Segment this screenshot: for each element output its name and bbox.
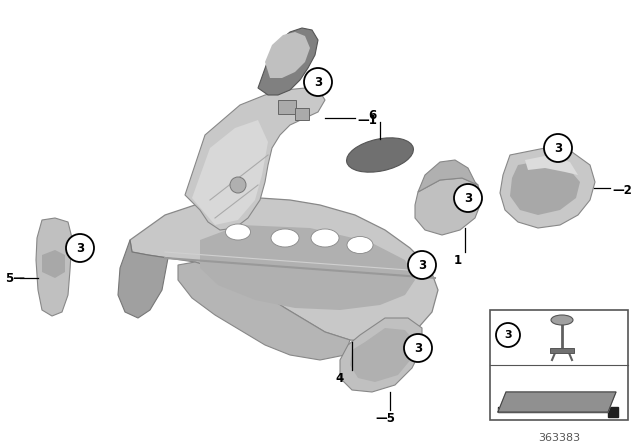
Bar: [295, 108, 309, 120]
Bar: [550, 348, 574, 353]
Text: 4: 4: [336, 371, 344, 384]
Polygon shape: [265, 32, 310, 78]
Ellipse shape: [225, 224, 250, 240]
Text: 363383: 363383: [538, 433, 580, 443]
Ellipse shape: [347, 237, 373, 254]
Circle shape: [404, 334, 432, 362]
Circle shape: [454, 184, 482, 212]
Bar: [278, 100, 296, 114]
Text: 6: 6: [368, 108, 376, 121]
Polygon shape: [525, 155, 578, 175]
Text: 5—: 5—: [5, 271, 25, 284]
Ellipse shape: [311, 229, 339, 247]
FancyBboxPatch shape: [490, 310, 628, 420]
Polygon shape: [498, 407, 618, 417]
Polygon shape: [185, 88, 325, 230]
Text: 3: 3: [414, 341, 422, 354]
Polygon shape: [118, 240, 168, 318]
Ellipse shape: [271, 229, 299, 247]
Ellipse shape: [551, 315, 573, 325]
Text: 1: 1: [454, 254, 462, 267]
Polygon shape: [500, 148, 595, 228]
Polygon shape: [350, 328, 415, 382]
Circle shape: [408, 251, 436, 279]
Polygon shape: [42, 250, 65, 278]
Text: —2: —2: [612, 184, 632, 197]
Polygon shape: [178, 262, 350, 360]
Text: 3: 3: [504, 330, 512, 340]
Text: 3: 3: [464, 191, 472, 204]
Polygon shape: [498, 392, 616, 412]
Polygon shape: [192, 120, 268, 225]
Circle shape: [496, 323, 520, 347]
Polygon shape: [340, 318, 422, 392]
Text: 3: 3: [554, 142, 562, 155]
Polygon shape: [415, 178, 482, 235]
Polygon shape: [510, 160, 580, 215]
Polygon shape: [130, 198, 438, 342]
Text: 3: 3: [314, 76, 322, 89]
Text: 3: 3: [76, 241, 84, 254]
Polygon shape: [36, 218, 72, 316]
Text: 3: 3: [418, 258, 426, 271]
Circle shape: [66, 234, 94, 262]
Polygon shape: [418, 160, 478, 192]
Text: —1: —1: [357, 113, 377, 126]
Polygon shape: [200, 225, 415, 310]
Polygon shape: [258, 28, 318, 95]
Ellipse shape: [347, 138, 413, 172]
Circle shape: [544, 134, 572, 162]
Text: —5: —5: [375, 412, 395, 425]
Circle shape: [304, 68, 332, 96]
Circle shape: [230, 177, 246, 193]
